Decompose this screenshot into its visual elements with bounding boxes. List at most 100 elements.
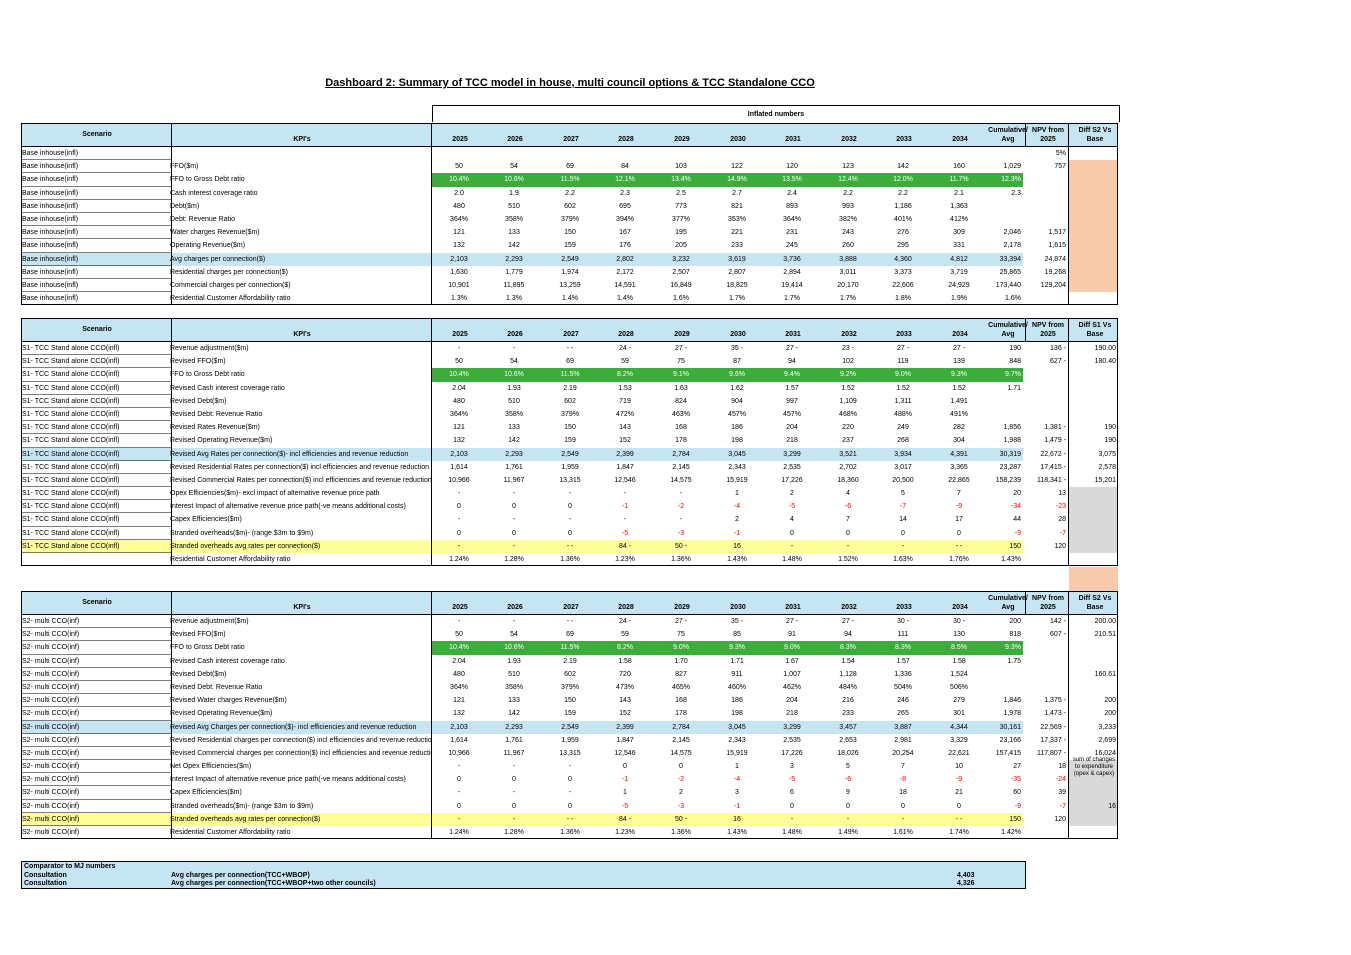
- value-cell: 358%: [505, 410, 523, 418]
- value-cell: 377%: [672, 215, 690, 223]
- value-cell: 510: [508, 397, 520, 405]
- value-cell: - -: [955, 542, 963, 550]
- npv-cell: 22,672 -: [1040, 450, 1066, 458]
- value-cell: 24,929: [948, 281, 970, 289]
- value-cell: -: [568, 490, 572, 498]
- row-divider: [21, 811, 171, 813]
- row-divider: [21, 679, 171, 681]
- value-cell: 220: [842, 424, 854, 432]
- value-cell: -2: [677, 503, 685, 511]
- table-row: S1- TCC Stand alone CCO(infl) Revised Cas…: [21, 382, 1118, 395]
- row-divider: [21, 538, 171, 540]
- row-divider: [21, 420, 171, 422]
- value-cell: 18,825: [726, 281, 748, 289]
- value-cell: -: [790, 542, 794, 550]
- cumulative-header: Cumulative/: [988, 322, 1028, 329]
- value-cell: 0: [846, 529, 850, 537]
- value-cell: 480: [453, 670, 465, 678]
- value-cell: 2,802: [616, 255, 634, 263]
- scenario-cell: Base inhouse(infl): [22, 202, 79, 210]
- value-cell: 2: [679, 789, 683, 797]
- value-cell: 159: [564, 242, 576, 250]
- scenario-cell: S1- TCC Stand alone CCO(infl): [22, 358, 120, 366]
- diff-header: Base: [1086, 136, 1104, 143]
- row-divider: [21, 291, 171, 293]
- value-cell: 27 -: [785, 345, 799, 352]
- table-row: Base inhouse(infl) Commercial charges per…: [21, 279, 1118, 293]
- value-cell: -2: [677, 776, 685, 784]
- npv-cell: 17,337 -: [1040, 736, 1066, 744]
- value-cell: 465%: [672, 683, 690, 691]
- year-header: 2027: [563, 136, 579, 143]
- value-cell: 8.2%: [617, 644, 633, 652]
- cumulative-cell: 157,415: [995, 749, 1021, 757]
- cumulative-cell: 23,287: [999, 463, 1021, 471]
- comparator-label: Consultation: [24, 872, 67, 879]
- scenario-cell: S2- multi CCO(inf): [22, 618, 80, 625]
- table-row: Base inhouse(infl) 5%: [21, 147, 1118, 161]
- value-cell: 2,549: [561, 450, 579, 458]
- value-cell: 1.57: [785, 384, 799, 392]
- value-cell: 3: [735, 789, 739, 797]
- value-cell: 468%: [839, 410, 857, 418]
- row-divider: [21, 172, 171, 174]
- value-cell: 233: [842, 710, 854, 718]
- scenario-cell: S2- multi CCO(inf): [22, 776, 80, 784]
- value-cell: 457%: [728, 410, 746, 418]
- value-cell: 510: [508, 670, 520, 678]
- scenario-cell: S2- multi CCO(inf): [22, 683, 80, 691]
- column-divider: [431, 318, 432, 567]
- diff-cell: 3,233: [1098, 723, 1116, 731]
- table-row: Base inhouse(infl) FFO($m) 50 54 69 84 103 122 1…: [21, 160, 1118, 174]
- cumulative-header: Cumulative/: [988, 595, 1028, 602]
- cumulative-cell: 60: [1013, 789, 1021, 797]
- value-cell: 4,391: [950, 450, 968, 458]
- value-cell: -4: [733, 776, 741, 784]
- value-cell: 1.62: [730, 384, 744, 392]
- kpi-label: Revised Debt($m): [170, 397, 227, 405]
- row-divider: [21, 525, 171, 527]
- value-cell: 14,575: [670, 476, 692, 484]
- table-frame: [21, 318, 1118, 567]
- npv-cell: 120: [1054, 542, 1066, 550]
- value-cell: 1,614: [450, 736, 468, 744]
- table-row: Base inhouse(infl) Water charges Revenue(…: [21, 226, 1118, 240]
- value-cell: 0: [679, 763, 683, 771]
- value-cell: 1,779: [505, 268, 523, 276]
- scenario-cell: Base inhouse(infl): [22, 255, 79, 263]
- value-cell: 0: [901, 802, 905, 810]
- value-cell: 480: [453, 202, 465, 210]
- value-cell: 460%: [728, 683, 746, 691]
- value-cell: 265: [897, 710, 909, 718]
- value-cell: 1.52: [841, 384, 855, 392]
- cumulative-cell: 1.6%: [1005, 295, 1021, 303]
- row-divider: [21, 552, 171, 553]
- column-divider: [1068, 591, 1069, 840]
- value-cell: 2.04: [452, 384, 466, 392]
- kpi-label: Stranded overheads avg rates per connect…: [170, 815, 321, 823]
- value-cell: 11,967: [503, 476, 525, 484]
- row-divider: [21, 238, 171, 240]
- table-row: Base inhouse(infl) Debt: Revenue Ratio 364…: [21, 213, 1118, 227]
- value-cell: 22,621: [948, 749, 970, 757]
- cumulative-cell: 150: [1009, 815, 1021, 823]
- value-cell: 178: [675, 437, 687, 445]
- year-header: 2033: [896, 136, 912, 143]
- table-row: S1- TCC Stand alone CCO(infl) FFO to Gros…: [21, 368, 1118, 382]
- kpi-label: Residential Customer Affordability ratio: [170, 295, 291, 303]
- row-divider: [21, 459, 171, 461]
- scenario-cell: S2- multi CCO(inf): [22, 631, 80, 639]
- value-cell: 301: [953, 710, 965, 718]
- value-cell: 94: [788, 358, 796, 366]
- value-cell: 2,549: [561, 255, 579, 263]
- table-row: Base inhouse(infl) FFO to Gross Debt rati…: [21, 173, 1118, 187]
- value-cell: 0: [512, 529, 516, 537]
- cumulative-cell: 190: [1009, 345, 1021, 352]
- npv-cell: 22,569 -: [1040, 723, 1066, 731]
- value-cell: 997: [786, 397, 798, 405]
- cumulative-cell: 44: [1013, 516, 1021, 524]
- year-header: 2031: [785, 331, 801, 338]
- value-cell: 22,606: [892, 281, 914, 289]
- value-cell: 4,360: [894, 255, 912, 263]
- value-cell: 1.63%: [893, 556, 913, 563]
